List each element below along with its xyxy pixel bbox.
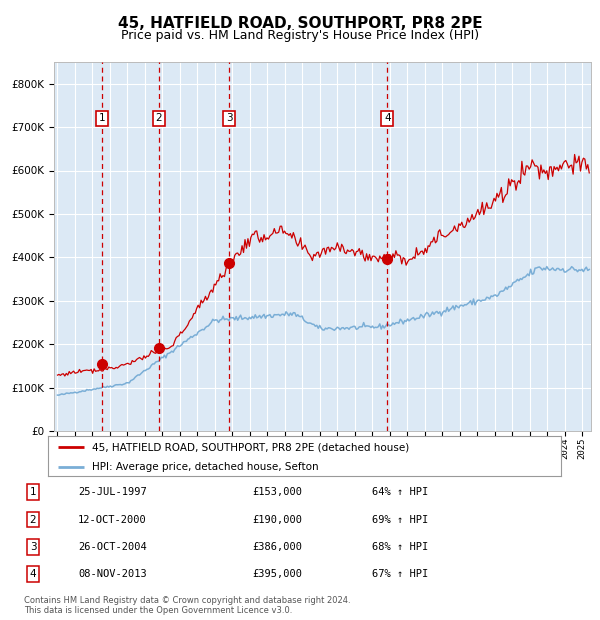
Text: 2: 2 (29, 515, 37, 525)
Text: 12-OCT-2000: 12-OCT-2000 (78, 515, 147, 525)
Text: £190,000: £190,000 (252, 515, 302, 525)
Text: 67% ↑ HPI: 67% ↑ HPI (372, 569, 428, 579)
Text: 64% ↑ HPI: 64% ↑ HPI (372, 487, 428, 497)
Text: 45, HATFIELD ROAD, SOUTHPORT, PR8 2PE: 45, HATFIELD ROAD, SOUTHPORT, PR8 2PE (118, 16, 482, 30)
Text: 69% ↑ HPI: 69% ↑ HPI (372, 515, 428, 525)
Text: Price paid vs. HM Land Registry's House Price Index (HPI): Price paid vs. HM Land Registry's House … (121, 29, 479, 42)
Text: 25-JUL-1997: 25-JUL-1997 (78, 487, 147, 497)
Text: 2: 2 (155, 113, 162, 123)
Text: 26-OCT-2004: 26-OCT-2004 (78, 542, 147, 552)
Text: £395,000: £395,000 (252, 569, 302, 579)
Text: 3: 3 (226, 113, 233, 123)
Text: £386,000: £386,000 (252, 542, 302, 552)
Text: 68% ↑ HPI: 68% ↑ HPI (372, 542, 428, 552)
Text: 1: 1 (29, 487, 37, 497)
Text: HPI: Average price, detached house, Sefton: HPI: Average price, detached house, Seft… (92, 463, 318, 472)
Text: 3: 3 (29, 542, 37, 552)
Text: 08-NOV-2013: 08-NOV-2013 (78, 569, 147, 579)
Text: 45, HATFIELD ROAD, SOUTHPORT, PR8 2PE (detached house): 45, HATFIELD ROAD, SOUTHPORT, PR8 2PE (d… (92, 442, 409, 452)
Text: 1: 1 (99, 113, 106, 123)
Text: £153,000: £153,000 (252, 487, 302, 497)
Text: Contains HM Land Registry data © Crown copyright and database right 2024.
This d: Contains HM Land Registry data © Crown c… (24, 596, 350, 615)
Text: 4: 4 (384, 113, 391, 123)
Text: 4: 4 (29, 569, 37, 579)
